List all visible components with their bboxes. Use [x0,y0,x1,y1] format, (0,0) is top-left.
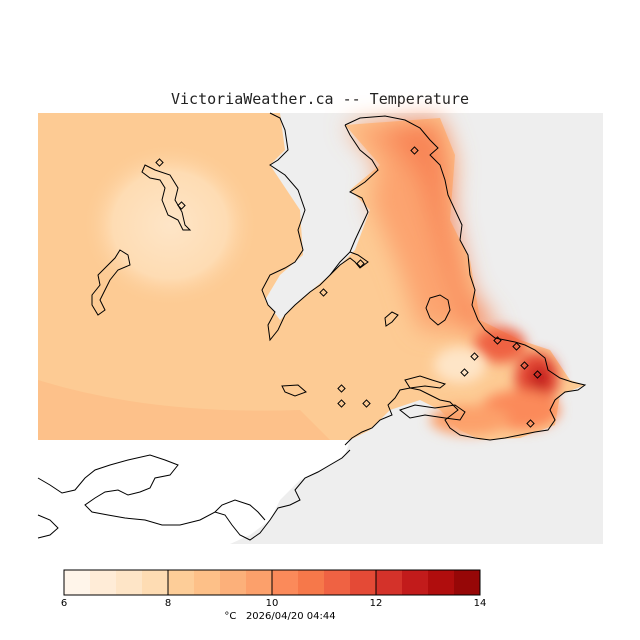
colorbar-swatch [90,570,116,595]
colorbar-swatch [64,570,90,595]
colorbar-swatch [428,570,454,595]
timestamp: 2026/04/20 04:44 [245,611,336,622]
station-marker [460,368,469,377]
station-marker [526,419,535,428]
station-marker [493,336,502,345]
station-marker [177,201,186,210]
colorbar-swatch [402,570,428,595]
colorbar-swatch [376,570,402,595]
water-area [38,440,350,544]
station-marker [512,342,521,351]
map-title: VictoriaWeather.ca -- Temperature [170,90,469,108]
station-marker [356,259,365,268]
station-marker [337,384,346,393]
unit-label: °C [224,611,237,622]
colorbar-tick-label: 12 [369,598,383,609]
colorbar-swatch [246,570,272,595]
station-marker [362,399,371,408]
station-marker [470,352,479,361]
stations[interactable] [155,146,542,428]
station-marker [337,399,346,408]
colorbar-swatch [454,570,480,595]
station-marker [520,361,529,370]
station-marker [533,370,542,379]
colorbar-tick-label: 8 [164,598,172,609]
colorbar-swatch [298,570,324,595]
colorbar-swatch [194,570,220,595]
colorbar-tick-label: 10 [265,598,279,609]
colorbar-swatch [324,570,350,595]
colorbar-tick-label: 6 [60,598,68,609]
footer-text: °C 2026/04/20 04:44 [0,611,560,622]
colorbar-swatch [350,570,376,595]
colorbar-swatch [142,570,168,595]
colorbar [63,569,481,596]
colorbar-swatch [272,570,298,595]
colorbar-swatch [168,570,194,595]
coastlines [37,112,587,541]
colorbar-swatch [116,570,142,595]
colorbar-swatch [220,570,246,595]
station-marker [319,288,328,297]
station-marker [410,146,419,155]
colorbar-tick-label: 14 [473,598,487,609]
station-marker [155,158,164,167]
